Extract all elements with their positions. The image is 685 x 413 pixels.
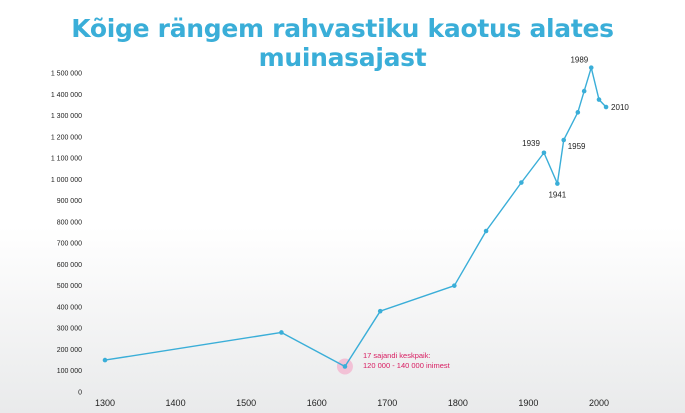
y-tick-label: 300 000: [57, 326, 82, 333]
annotation-label: 1939: [522, 139, 540, 148]
data-point: [555, 181, 560, 186]
x-tick-label: 2000: [589, 398, 609, 408]
annotation-label: 1989: [570, 56, 588, 65]
y-tick-label: 1 300 000: [51, 113, 82, 120]
series-line: [104, 66, 607, 368]
data-point: [102, 357, 108, 363]
y-tick-label: 1 100 000: [51, 156, 82, 163]
annotation-label: 1941: [548, 191, 566, 200]
x-tick-label: 1900: [518, 398, 538, 408]
x-tick-label: 1700: [377, 398, 397, 408]
data-point: [561, 137, 567, 143]
y-tick-label: 100 000: [57, 368, 82, 375]
annotation-label: 2010: [611, 103, 629, 112]
x-tick-label: 1800: [448, 398, 468, 408]
y-tick-label: 700 000: [57, 241, 82, 248]
y-tick-label: 800 000: [57, 219, 82, 226]
annotation-label: 1959: [568, 142, 586, 151]
data-point: [519, 180, 524, 185]
y-tick-label: 0: [78, 390, 82, 397]
x-tick-label: 1600: [307, 398, 327, 408]
data-point: [342, 364, 348, 369]
y-tick-label: 1 200 000: [51, 134, 82, 141]
y-tick-label: 900 000: [57, 198, 82, 205]
y-tick-label: 500 000: [57, 283, 82, 290]
data-point: [541, 150, 547, 156]
data-point: [279, 330, 284, 335]
data-point: [452, 283, 457, 288]
highlight-note: 17 sajandi keskpaik:: [363, 351, 431, 360]
y-tick-label: 1 400 000: [51, 92, 82, 99]
data-point: [596, 97, 602, 102]
y-tick-label: 600 000: [57, 262, 82, 269]
y-tick-label: 200 000: [57, 347, 82, 354]
highlight-note: 120 000 - 140 000 inimest: [363, 361, 451, 370]
data-point: [588, 65, 594, 70]
x-tick-label: 1400: [166, 398, 186, 408]
data-point: [581, 88, 587, 94]
x-tick-label: 1500: [236, 398, 256, 408]
x-tick-label: 1300: [95, 398, 115, 408]
y-tick-label: 1 000 000: [51, 177, 82, 184]
data-point: [603, 104, 609, 110]
y-tick-label: 1 500 000: [51, 71, 82, 78]
chart-title: Kõige rängem rahvastiku kaotus alates mu…: [71, 14, 614, 72]
data-point: [483, 228, 489, 234]
y-tick-label: 400 000: [57, 304, 82, 311]
data-point: [575, 110, 581, 115]
data-point: [377, 308, 383, 314]
